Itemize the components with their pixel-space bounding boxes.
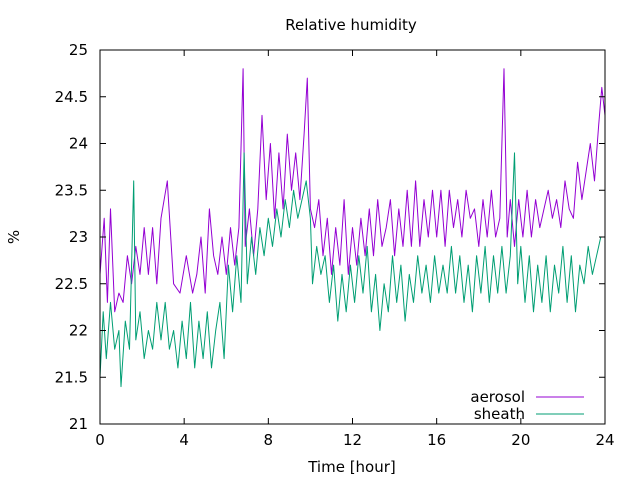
plot-series (99, 68, 606, 388)
x-tick-label: 4 (179, 431, 189, 449)
y-tick-label: 21 (69, 415, 88, 433)
y-tick-label: 24.5 (55, 88, 88, 106)
x-tick-label: 24 (595, 431, 614, 449)
legend-label-sheath: sheath (474, 405, 525, 423)
series-line-sheath (99, 152, 605, 388)
chart-title: Relative humidity (285, 16, 417, 34)
y-tick-label: 24 (69, 135, 88, 153)
y-tick-label: 22.5 (55, 275, 88, 293)
x-tick-label: 20 (511, 431, 530, 449)
x-tick-label: 0 (95, 431, 105, 449)
x-axis-label: Time [hour] (307, 458, 396, 476)
x-tick-label: 12 (343, 431, 362, 449)
y-tick-label: 22 (69, 322, 88, 340)
y-tick-label: 23 (69, 228, 88, 246)
x-tick-label: 8 (264, 431, 274, 449)
axis-ticks: 0 4 8 12 16 20 24 21 21.5 22 22.5 23 23.5 24 24.5 25 (55, 41, 615, 449)
x-tick-label: 16 (427, 431, 446, 449)
y-tick-label: 25 (69, 41, 88, 59)
y-axis-label: % (5, 230, 23, 244)
legend-label-aerosol: aerosol (470, 388, 525, 406)
y-tick-label: 21.5 (55, 368, 88, 386)
y-tick-label: 23.5 (55, 181, 88, 199)
series-line-aerosol (99, 68, 606, 313)
